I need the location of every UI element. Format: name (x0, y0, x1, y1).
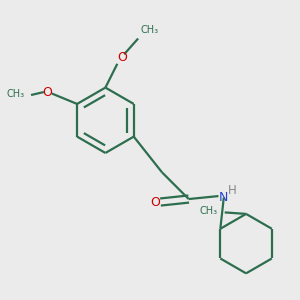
Text: O: O (117, 51, 127, 64)
Text: N: N (219, 191, 229, 204)
Text: CH₃: CH₃ (7, 88, 25, 98)
Text: CH₃: CH₃ (140, 25, 159, 35)
Text: O: O (42, 85, 52, 98)
Text: CH₃: CH₃ (200, 206, 218, 216)
Text: H: H (227, 184, 236, 196)
Text: O: O (150, 196, 160, 208)
